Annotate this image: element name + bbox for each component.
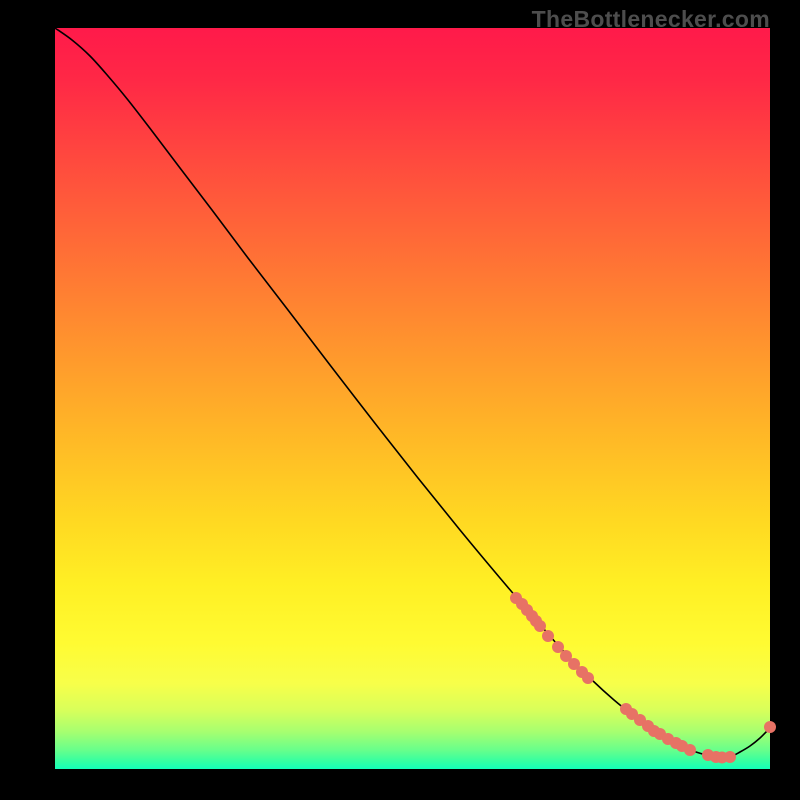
curve-marker: [534, 620, 546, 632]
curve-marker: [542, 630, 554, 642]
bottleneck-curve: [55, 28, 770, 758]
chart-overlay: [0, 0, 800, 800]
curve-marker: [552, 641, 564, 653]
curve-marker: [684, 744, 696, 756]
curve-marker: [764, 721, 776, 733]
curve-marker: [724, 751, 736, 763]
curve-markers: [510, 592, 776, 764]
curve-marker: [582, 672, 594, 684]
